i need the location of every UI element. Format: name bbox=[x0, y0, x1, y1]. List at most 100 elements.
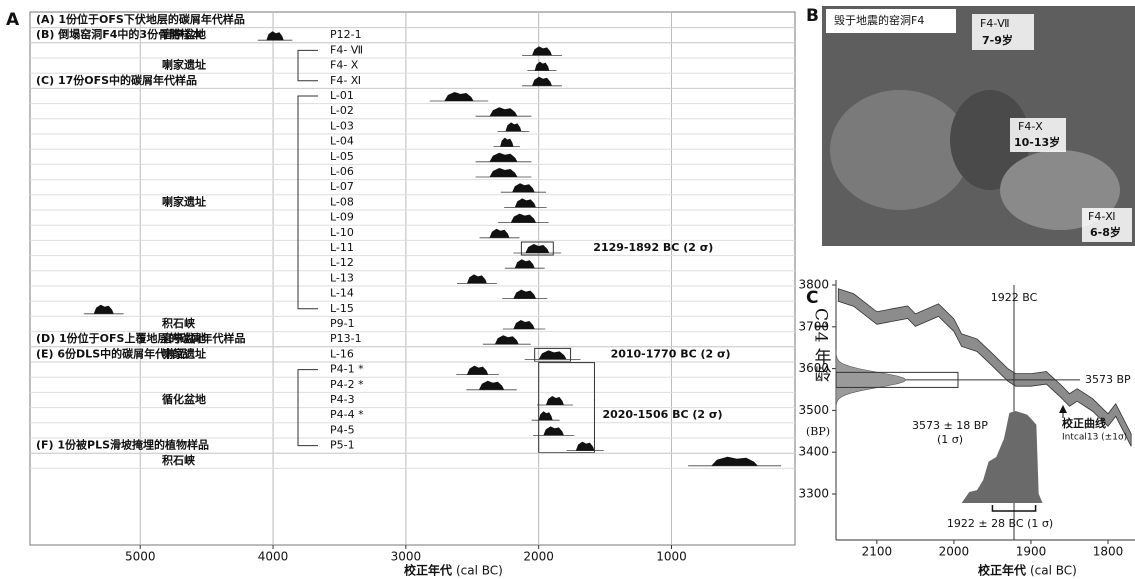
probability-distribution bbox=[489, 168, 518, 177]
measured-distribution bbox=[835, 349, 907, 411]
sample-name: L-10 bbox=[330, 226, 354, 239]
sample-name: P4-5 bbox=[330, 423, 355, 436]
x-tick-label: 5000 bbox=[125, 550, 156, 564]
group-header: (A) 1份位于OFS下伏地层的碳屑年代样品 bbox=[36, 12, 245, 26]
range-box bbox=[520, 241, 554, 256]
sample-name: L-06 bbox=[330, 165, 354, 178]
probability-distribution bbox=[514, 198, 537, 208]
sample-name: L-04 bbox=[330, 135, 354, 148]
photo-label: 10-13岁 bbox=[1014, 135, 1060, 149]
plot-frame bbox=[29, 11, 796, 546]
group-header: (D) 1份位于OFS上覆地层的碳屑年代样品 bbox=[36, 331, 245, 345]
y-tick-label: 3400 bbox=[798, 445, 829, 459]
probability-distribution bbox=[525, 244, 550, 253]
reference-label: 3573 BP bbox=[1085, 373, 1131, 386]
probability-distribution bbox=[711, 456, 758, 466]
probability-distribution bbox=[575, 441, 595, 451]
x-tick-label: 3000 bbox=[391, 550, 422, 564]
x-tick-label: 1000 bbox=[656, 550, 687, 564]
label-box bbox=[1082, 208, 1132, 242]
sample-name: F4- Ⅶ bbox=[330, 43, 363, 56]
photo-label: 6-8岁 bbox=[1090, 225, 1121, 239]
sample-name: P13-1 bbox=[330, 332, 362, 345]
probability-distribution bbox=[532, 46, 552, 56]
curve-name: 校正曲线 bbox=[1062, 416, 1106, 430]
annotation-arrow bbox=[1059, 405, 1067, 413]
photo-label: F4-Ⅶ bbox=[980, 17, 1010, 30]
probability-distribution bbox=[514, 259, 535, 269]
site-label: 积石峡 bbox=[162, 316, 196, 330]
x-axis-unit: (cal BC) bbox=[1030, 564, 1077, 578]
group-bracket bbox=[297, 95, 318, 310]
probability-distribution bbox=[93, 304, 114, 314]
sample-name: P5-1 bbox=[330, 439, 355, 452]
probability-distribution bbox=[489, 107, 518, 117]
range-box bbox=[538, 362, 595, 454]
x-axis-label: 校正年代 bbox=[978, 563, 1026, 578]
sample-name: L-11 bbox=[330, 241, 354, 254]
calibration-curve bbox=[837, 288, 1132, 447]
probability-distribution bbox=[534, 61, 550, 71]
probability-distribution bbox=[489, 152, 518, 162]
x-tick-label: 2000 bbox=[523, 550, 554, 564]
x-tick-label: 2000 bbox=[939, 545, 970, 559]
x-tick-label: 2100 bbox=[862, 545, 893, 559]
probability-distribution bbox=[512, 183, 535, 193]
site-label: 循化盆地 bbox=[162, 392, 206, 406]
reference-label: 1922 BC bbox=[991, 291, 1038, 304]
probability-distribution bbox=[494, 335, 519, 345]
group-header: (C) 17份OFS中的碳屑年代样品 bbox=[36, 73, 197, 87]
probability-distribution bbox=[532, 76, 552, 86]
y-tick-label: 3800 bbox=[798, 278, 829, 292]
x-tick-label: 1800 bbox=[1093, 545, 1124, 559]
caption-box bbox=[826, 9, 956, 33]
range-box bbox=[534, 347, 572, 362]
sample-name: L-07 bbox=[330, 180, 354, 193]
sample-name: L-13 bbox=[330, 271, 354, 284]
probability-distribution bbox=[500, 137, 514, 147]
sample-name: L-12 bbox=[330, 256, 354, 269]
x-axis-label: 校正年代 bbox=[404, 563, 452, 578]
sample-name: L-05 bbox=[330, 150, 354, 163]
y-tick-label: 3600 bbox=[798, 361, 829, 375]
sample-name: F4- Ⅹ bbox=[330, 59, 359, 72]
group-bracket bbox=[297, 49, 318, 82]
sample-name: F4- Ⅺ bbox=[330, 74, 361, 87]
probability-distribution bbox=[505, 122, 522, 132]
sample-name: P9-1 bbox=[330, 317, 355, 330]
probability-distribution bbox=[543, 426, 564, 436]
y-tick-label: 3300 bbox=[798, 487, 829, 501]
probability-distribution bbox=[510, 213, 537, 223]
sample-name: P4-4 * bbox=[330, 408, 364, 421]
sample-name: L-16 bbox=[330, 347, 354, 360]
photo-texture bbox=[950, 90, 1030, 190]
measurement-sigma: (1 σ) bbox=[937, 433, 963, 446]
photo-label: 7-9岁 bbox=[982, 33, 1013, 47]
sample-name: L-01 bbox=[330, 89, 354, 102]
probability-distribution bbox=[513, 289, 537, 299]
panel-label: C bbox=[806, 288, 818, 308]
group-header: (B) 倒塌窑洞F4中的3份骨骼样本 bbox=[36, 27, 202, 41]
sample-name: P4-3 bbox=[330, 393, 355, 406]
range-annotation: 2020-1506 BC (2 σ) bbox=[602, 408, 722, 421]
range-annotation: 2010-1770 BC (2 σ) bbox=[611, 347, 731, 360]
photo-label: F4-Ⅹ bbox=[1018, 120, 1043, 133]
sample-name: L-09 bbox=[330, 211, 354, 224]
probability-distribution bbox=[538, 411, 553, 421]
site-label: 喇家遗址 bbox=[162, 346, 206, 360]
y-axis-label: C14 年龄 bbox=[811, 308, 832, 382]
site-label: 积石峡 bbox=[162, 453, 196, 467]
calibrated-distribution bbox=[961, 411, 1043, 503]
probability-distribution bbox=[444, 92, 474, 101]
curve-label: Intcal13 (±1σ) bbox=[1062, 433, 1127, 443]
panel-label: A bbox=[6, 10, 20, 30]
sample-name: P4-1 * bbox=[330, 363, 364, 376]
y-tick-label: 3700 bbox=[798, 319, 829, 333]
probability-distribution bbox=[513, 320, 535, 329]
probability-distribution bbox=[266, 31, 284, 41]
probability-distribution bbox=[489, 228, 510, 238]
probability-distribution bbox=[466, 274, 487, 284]
y-axis-unit: (BP) bbox=[806, 425, 830, 438]
photo-caption: 毁于地震的窑洞F4 bbox=[834, 13, 924, 27]
